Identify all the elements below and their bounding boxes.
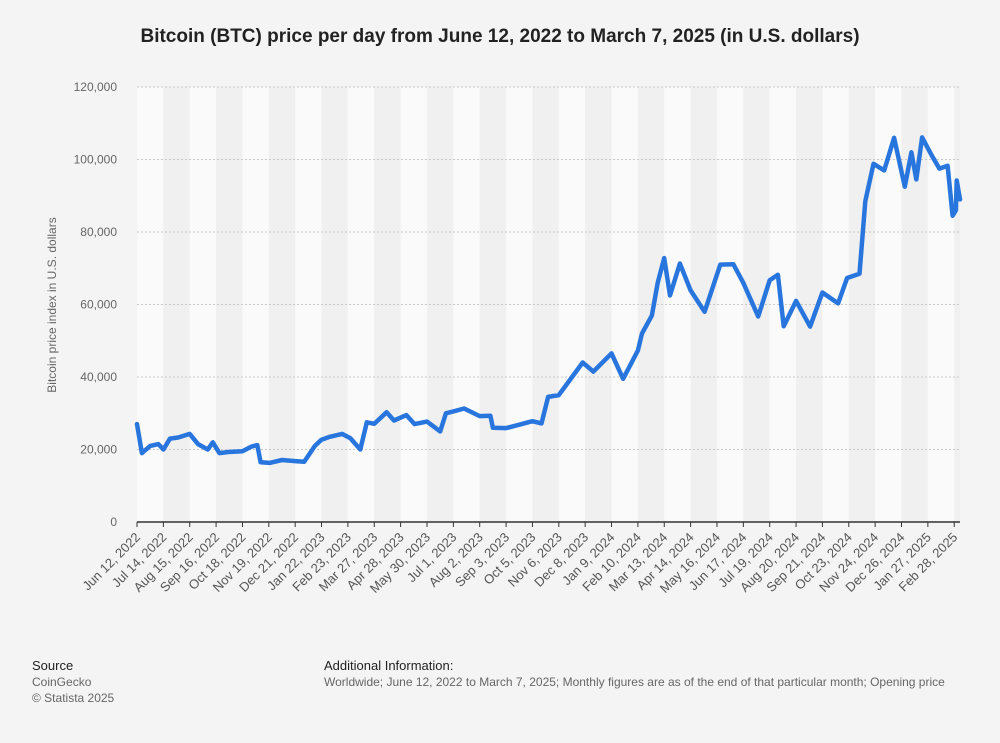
band [690,87,717,522]
source: CoinGecko [32,675,92,689]
band [426,87,454,522]
y-tick-label: 60,000 [80,298,117,312]
y-tick-label: 20,000 [80,443,117,457]
copyright: © Statista 2025 [32,691,115,705]
y-axis-label: Bitcoin price index in U.S. dollars [45,217,59,392]
info: Worldwide; June 12, 2022 to March 7, 202… [324,675,945,689]
info-heading: Additional Information: [324,658,453,673]
source-heading: Source [32,658,73,673]
y-tick-label: 120,000 [74,80,118,94]
y-tick-label: 80,000 [80,225,117,239]
y-tick-label: 40,000 [80,370,117,384]
line [134,135,963,466]
chart-title: Bitcoin (BTC) price per day from June 12… [140,26,859,47]
y-tick-label: 100,000 [74,153,118,167]
band [558,87,586,522]
y-tick-label: 0 [110,515,117,529]
